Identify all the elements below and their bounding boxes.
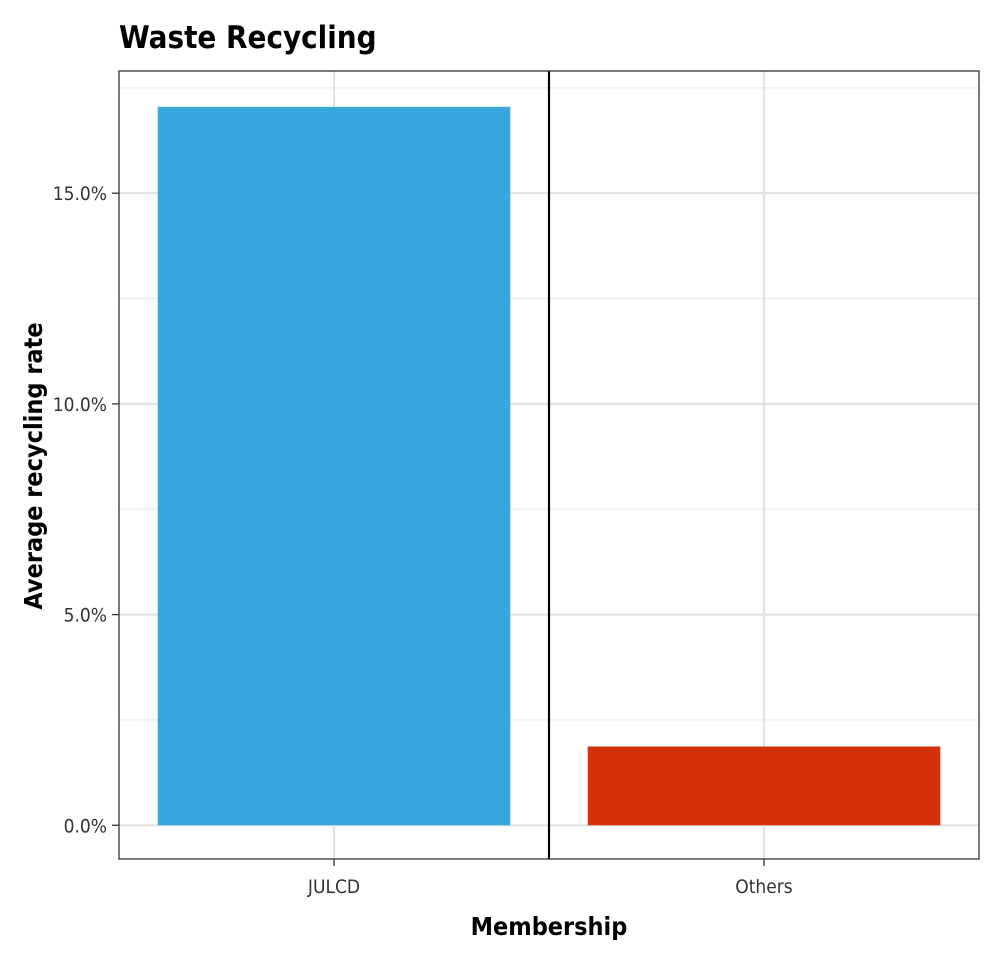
y-tick-label: 5.0% bbox=[64, 605, 107, 627]
plot-panel-border bbox=[118, 70, 980, 860]
y-tick-label: 15.0% bbox=[53, 183, 107, 205]
x-axis-title: Membership bbox=[471, 912, 628, 941]
y-tick-label: 0.0% bbox=[64, 815, 107, 837]
chart-title: Waste Recycling bbox=[119, 20, 377, 56]
x-tick-label: Others bbox=[735, 876, 793, 898]
x-tick-label: JULCD bbox=[307, 876, 360, 898]
bar-julcd bbox=[157, 106, 511, 826]
y-axis: 0.0% 5.0% 10.0% 15.0% bbox=[53, 183, 119, 837]
y-tick-label: 10.0% bbox=[53, 394, 107, 416]
x-axis: JULCD Others bbox=[307, 859, 793, 898]
bars bbox=[157, 106, 941, 826]
bar-others bbox=[587, 746, 941, 826]
y-axis-title: Average recycling rate bbox=[19, 322, 48, 609]
